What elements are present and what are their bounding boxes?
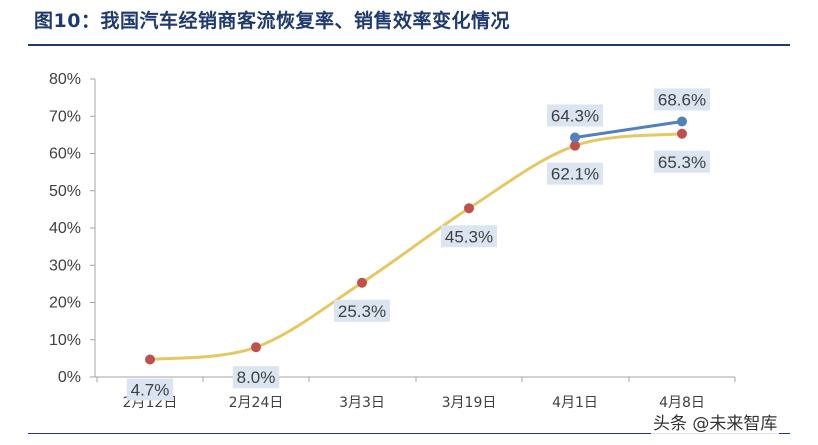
y-tick-label: 70% — [49, 108, 81, 125]
data-point — [464, 203, 474, 214]
data-label-box — [232, 366, 280, 389]
footer-divider — [28, 433, 790, 434]
data-label: 64.3% — [551, 106, 599, 125]
y-tick-label: 20% — [49, 295, 81, 312]
data-label-box — [334, 299, 390, 322]
chart-lines — [148, 119, 684, 361]
chart-markers — [145, 116, 687, 365]
x-tick-label: 4月8日 — [659, 395, 705, 411]
y-tick-label: 0% — [58, 369, 81, 386]
y-tick-label: 80% — [49, 71, 81, 88]
data-label-box — [547, 162, 603, 185]
chart-axes: 0%10%20%30%40%50%60%70%80%2月12日 2月24日 3月3日… — [49, 71, 736, 411]
data-label: 8.0% — [237, 368, 276, 387]
data-label-box — [126, 378, 174, 401]
series-line-2 — [573, 119, 684, 139]
x-tick-label: 3月3日 — [339, 395, 385, 411]
data-label-box — [654, 150, 710, 173]
data-label: 65.3% — [658, 153, 706, 172]
data-label: 68.6% — [658, 90, 706, 109]
data-point — [570, 132, 580, 143]
data-label: 25.3% — [338, 302, 386, 321]
y-tick-label: 60% — [49, 146, 81, 163]
x-tick-label: 4月1日 — [552, 395, 598, 411]
y-tick-label: 30% — [49, 257, 81, 274]
data-point — [677, 128, 687, 139]
watermark: 头条 @未来智库 — [651, 409, 780, 434]
y-tick-label: 50% — [49, 183, 81, 200]
data-point — [251, 342, 261, 353]
y-tick-label: 40% — [49, 220, 81, 237]
x-tick-label: 2月24日 — [229, 395, 284, 411]
data-label-box — [654, 88, 710, 111]
data-label-box — [441, 225, 497, 248]
chart-data-labels: 4.7% 8.0% 25.3% 45.3% 62.1% 65.3% 64.3% 68.6% — [126, 88, 710, 401]
y-tick-label: 10% — [49, 332, 81, 349]
data-label: 62.1% — [551, 165, 599, 184]
data-point — [357, 277, 367, 288]
data-point — [145, 354, 155, 365]
data-label: 45.3% — [445, 227, 493, 246]
data-point — [677, 116, 687, 127]
chart-title: 图10：我国汽车经销商客流恢复率、销售效率变化情况 — [34, 10, 510, 32]
series-line-1 — [148, 132, 684, 361]
x-tick-label: 3月19日 — [442, 395, 497, 411]
data-label-box — [547, 104, 603, 127]
title-divider — [28, 44, 790, 46]
data-label: 4.7% — [131, 380, 170, 399]
data-point — [570, 140, 580, 151]
